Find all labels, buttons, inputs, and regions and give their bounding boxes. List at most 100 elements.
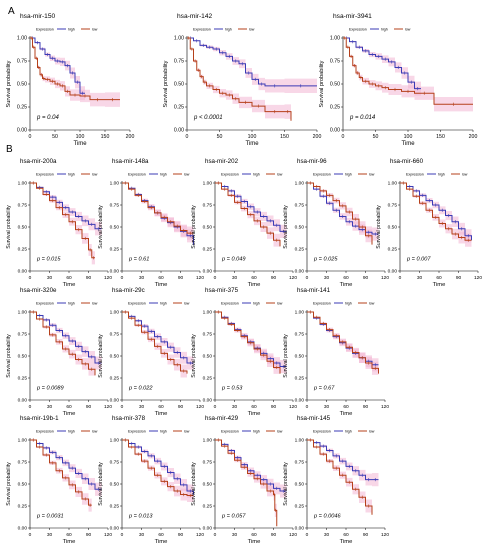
x-tick-label: 60 [343, 275, 349, 281]
legend: Expression high low [349, 28, 411, 32]
y-tick-label: 0.25 [18, 247, 28, 253]
x-tick-label: 120 [196, 404, 204, 410]
y-tick-label: 0.75 [18, 460, 28, 466]
y-axis-label: Survival probability [98, 205, 104, 249]
x-tick-label: 0 [29, 532, 32, 538]
km-plot-hsa-mir-375: hsa-mir-375 Expression high low 0.00 0.25 0.50… [191, 287, 297, 417]
x-tick-label: 60 [343, 532, 349, 538]
y-tick-label: 1.00 [330, 36, 340, 42]
x-tick-label: 90 [86, 275, 92, 281]
km-plot-hsa-mir-141: hsa-mir-141 Expression high low 0.00 0.25 0.50… [283, 287, 389, 417]
y-axis-label: Survival probability [283, 462, 289, 506]
x-tick-label: 90 [363, 275, 369, 281]
plot-title: hsa-mir-429 [205, 415, 239, 422]
y-tick-label: 1.00 [295, 438, 305, 444]
p-value: p = 0.049 [221, 256, 245, 262]
x-tick-label: 60 [158, 275, 164, 281]
x-axis-label: Time [63, 282, 76, 288]
y-tick-label: 1.00 [18, 181, 28, 187]
p-value: p = 0.015 [36, 256, 61, 262]
legend-title: Expression [36, 430, 54, 434]
x-axis-label: Time [155, 411, 168, 417]
km-plot-hsa-mir-19b-1: hsa-mir-19b-1 Expression high low 0.00 0.25 0.… [6, 415, 112, 545]
km-curve-low [307, 311, 379, 374]
y-tick-label: 0.50 [330, 82, 340, 88]
km-plot-hsa-mir-378: hsa-mir-378 Expression high low 0.00 0.25 0.50… [98, 415, 204, 545]
y-tick-label: 1.00 [110, 310, 120, 316]
y-tick-label: 1.00 [18, 438, 28, 444]
ci-band-high [122, 183, 194, 252]
legend-title: Expression [313, 173, 331, 177]
x-tick-label: 120 [289, 532, 297, 538]
ci-band-high [30, 440, 102, 497]
x-axis-label: Time [401, 141, 415, 147]
x-axis-label: Time [340, 539, 353, 545]
y-tick-label: 0.50 [18, 225, 28, 231]
legend-title: Expression [36, 173, 54, 177]
x-tick-label: 90 [363, 532, 369, 538]
km-curve-high [122, 439, 194, 495]
x-axis-label: Time [248, 411, 261, 417]
km-curve-low [30, 311, 96, 376]
y-tick-label: 0.75 [295, 203, 305, 209]
y-tick-label: 0.75 [295, 332, 305, 338]
x-tick-label: 90 [86, 532, 92, 538]
y-tick-label: 0.00 [110, 526, 120, 532]
y-tick-label: 0.75 [203, 332, 213, 338]
legend-label-low: low [184, 173, 190, 177]
y-tick-label: 0.00 [295, 398, 305, 404]
plot-title: hsa-mir-19b-1 [20, 415, 59, 422]
x-tick-label: 120 [196, 532, 204, 538]
legend: Expression high low [128, 302, 190, 306]
x-tick-label: 60 [251, 404, 257, 410]
x-tick-label: 120 [381, 532, 389, 538]
p-value: p = 0.057 [221, 513, 246, 519]
plot-title: hsa-mir-378 [112, 415, 146, 422]
km-curve-low [215, 311, 281, 374]
plot-title: hsa-mir-202 [205, 158, 239, 165]
legend-label-low: low [369, 302, 375, 306]
km-plot-hsa-mir-202: hsa-mir-202 Expression high low 0.00 0.25 0.50… [191, 158, 297, 288]
x-tick-label: 30 [232, 275, 238, 281]
legend-title: Expression [128, 430, 146, 434]
y-tick-label: 1.00 [203, 310, 213, 316]
legend-label-high: high [68, 173, 75, 177]
legend: Expression high low [313, 173, 375, 177]
x-tick-label: 0 [29, 404, 32, 410]
legend-label-high: high [160, 302, 167, 306]
ci-band-low [30, 440, 92, 513]
x-axis-label: Time [155, 539, 168, 545]
x-tick-label: 90 [271, 275, 277, 281]
y-tick-label: 0.25 [295, 504, 305, 510]
ci-band-low [400, 183, 472, 248]
legend-label-high: high [253, 173, 260, 177]
legend-label-low: low [92, 302, 98, 306]
survival-plots: hsa-mir-150 Expression high low 0.00 0.25 0.50… [6, 13, 482, 545]
x-tick-label: 30 [324, 404, 330, 410]
legend-title: Expression [221, 430, 239, 434]
x-tick-label: 150 [280, 134, 289, 140]
legend-label-high: high [438, 173, 445, 177]
y-tick-label: 0.00 [18, 526, 28, 532]
x-tick-label: 60 [251, 275, 257, 281]
ci-band-low [307, 183, 372, 252]
legend-label-low: low [277, 302, 283, 306]
y-tick-label: 0.25 [18, 504, 28, 510]
legend-title: Expression [36, 28, 54, 32]
y-tick-label: 0.25 [174, 105, 184, 111]
p-value: p = 0.025 [313, 256, 338, 262]
y-tick-label: 0.75 [203, 203, 213, 209]
x-tick-label: 90 [363, 404, 369, 410]
x-tick-label: 120 [289, 275, 297, 281]
km-curve-high [343, 37, 421, 90]
x-tick-label: 90 [178, 532, 184, 538]
legend-label-low: low [277, 430, 283, 434]
y-tick-label: 0.50 [174, 82, 184, 88]
x-tick-label: 30 [324, 532, 330, 538]
ci-band-low [122, 440, 194, 503]
x-tick-label: 0 [306, 532, 309, 538]
plot-title: hsa-mir-142 [177, 13, 213, 20]
x-tick-label: 30 [324, 275, 330, 281]
legend-label-high: high [225, 28, 232, 32]
y-tick-label: 0.25 [203, 376, 213, 382]
